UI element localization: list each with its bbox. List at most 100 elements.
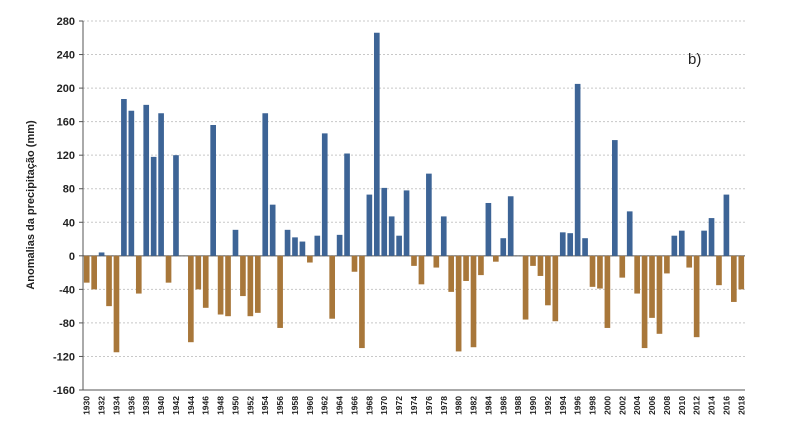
bar (217, 255, 224, 315)
bar (626, 211, 633, 256)
bar (269, 204, 276, 256)
x-tick-label: 2004 (632, 396, 642, 415)
x-tick-label: 2000 (602, 396, 612, 415)
bar (656, 255, 663, 334)
x-tick-label: 1996 (573, 396, 583, 415)
bar (307, 255, 313, 263)
x-tick-label: 2014 (707, 396, 717, 415)
bar (381, 187, 388, 256)
bar (113, 255, 120, 353)
bar (210, 124, 216, 256)
bar (277, 255, 283, 328)
x-tick-label: 2006 (647, 396, 657, 415)
bar (240, 255, 246, 297)
x-tick-label: 1992 (543, 396, 553, 415)
bar (485, 202, 492, 256)
bar (612, 140, 618, 256)
bar (559, 232, 566, 256)
bar (106, 255, 112, 307)
x-tick-label: 1986 (498, 396, 508, 415)
bar (247, 255, 254, 317)
x-tick-label: 1970 (379, 396, 389, 415)
x-tick-label: 2018 (736, 396, 746, 415)
bar (440, 216, 447, 256)
bar (507, 196, 514, 256)
x-tick-label: 1938 (141, 396, 151, 415)
y-axis-label: Anomalias da precipitação (mm) (25, 120, 37, 290)
x-tick-label: 1950 (230, 396, 240, 415)
x-tick-label: 1960 (305, 396, 315, 415)
bar (738, 255, 745, 290)
bar (478, 255, 484, 276)
annotation: b) (688, 51, 701, 68)
y-tick-label: -40 (59, 284, 75, 296)
bar (426, 173, 432, 256)
x-tick-label: 1994 (558, 396, 568, 415)
x-tick-label: 1952 (245, 396, 255, 415)
bar (470, 255, 477, 348)
bar (254, 255, 261, 313)
bar (693, 255, 700, 338)
bar (121, 98, 127, 256)
x-tick-label: 1946 (201, 396, 211, 415)
x-tick-label: 1974 (409, 396, 419, 415)
bar (604, 255, 611, 328)
bar (686, 255, 693, 268)
bar (418, 255, 425, 285)
bar (701, 230, 707, 256)
bar (202, 255, 209, 308)
x-tick-label: 1984 (483, 396, 493, 415)
bar (158, 113, 164, 256)
y-tick-label: 0 (69, 251, 75, 263)
x-tick-label: 1940 (156, 396, 166, 415)
bar (671, 235, 678, 256)
bar (336, 234, 343, 256)
bar (314, 235, 321, 256)
bar (373, 32, 380, 256)
bar (492, 255, 499, 262)
bar (589, 255, 596, 287)
bar (299, 241, 306, 256)
bar (634, 255, 640, 294)
bar (708, 218, 715, 256)
bar (545, 255, 551, 306)
bar (411, 255, 417, 266)
x-tick-label: 2012 (692, 396, 702, 415)
x-tick-label: 1944 (186, 396, 196, 415)
bar (552, 255, 559, 322)
bar (433, 255, 440, 268)
bar (388, 216, 395, 256)
bar (351, 255, 358, 272)
x-tick-label: 1932 (97, 396, 107, 415)
x-tick-label: 2010 (677, 396, 687, 415)
bar (678, 230, 685, 256)
bar (723, 194, 730, 256)
x-tick-label: 1980 (454, 396, 464, 415)
bar (619, 255, 626, 278)
bar (582, 238, 588, 256)
x-tick-label: 1990 (528, 396, 538, 415)
bar (537, 255, 544, 276)
bar (716, 255, 722, 286)
bar (173, 155, 179, 256)
x-tick-label: 1934 (111, 396, 121, 415)
x-tick-label: 1976 (424, 396, 434, 415)
bar (522, 255, 529, 320)
x-tick-label: 1930 (82, 396, 92, 415)
bar (500, 238, 507, 256)
bar (448, 255, 455, 292)
y-tick-label: -160 (53, 385, 75, 397)
bar (664, 255, 670, 274)
bar (574, 83, 581, 256)
y-tick-label: 200 (57, 83, 75, 95)
x-tick-label: 1964 (335, 396, 345, 415)
y-tick-label: -120 (53, 351, 75, 363)
x-tick-label: 1998 (588, 396, 598, 415)
x-tick-label: 1982 (469, 396, 479, 415)
bar (262, 113, 269, 256)
bar (165, 255, 172, 283)
x-tick-label: 2002 (617, 396, 627, 415)
x-tick-label: 1936 (126, 396, 136, 415)
bar (455, 255, 462, 352)
